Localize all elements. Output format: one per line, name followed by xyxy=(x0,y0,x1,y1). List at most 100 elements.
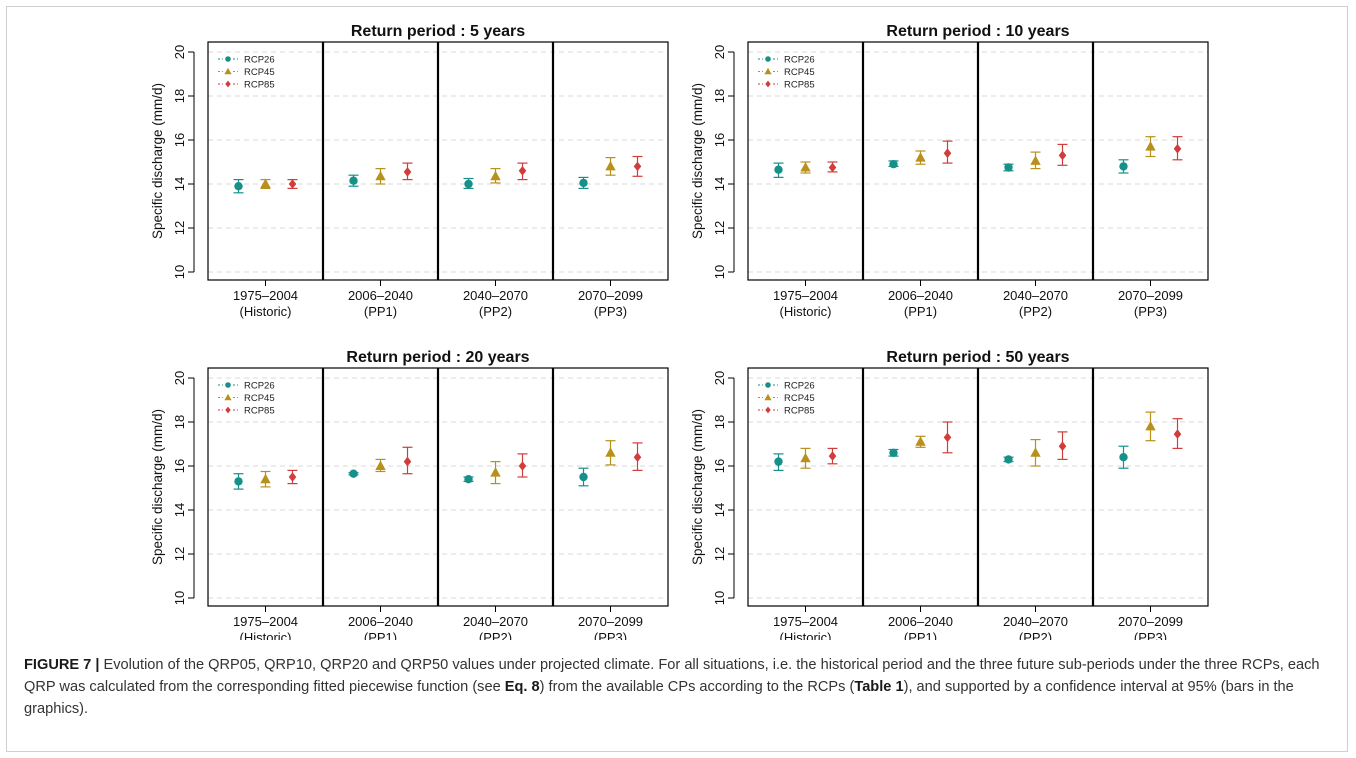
legend-label: RCP26 xyxy=(784,55,815,66)
x-tick-label-period: 2070–2099 xyxy=(1118,614,1183,629)
data-point xyxy=(1004,455,1013,464)
x-tick-label-period: 2040–2070 xyxy=(463,288,528,303)
legend-label: RCP26 xyxy=(784,381,815,392)
data-point xyxy=(579,472,588,482)
x-tick-label-period: 2040–2070 xyxy=(463,614,528,629)
x-tick-label-period: 1975–2004 xyxy=(233,288,298,303)
x-tick-label-period: 2006–2040 xyxy=(348,288,413,303)
x-tick-label-period: 2006–2040 xyxy=(348,614,413,629)
x-tick-label-name: (Historic) xyxy=(780,304,832,319)
x-tick-label-name: (Historic) xyxy=(240,304,292,319)
legend-marker xyxy=(224,67,232,75)
data-point xyxy=(1145,141,1156,151)
data-point xyxy=(464,179,473,189)
data-point xyxy=(828,451,837,461)
data-point xyxy=(464,475,473,484)
data-point xyxy=(943,432,952,443)
legend-label: RCP85 xyxy=(784,406,815,417)
legend-label: RCP45 xyxy=(244,393,275,404)
y-tick-label: 14 xyxy=(172,503,187,517)
data-point xyxy=(518,166,527,176)
y-tick-label: 20 xyxy=(712,371,727,385)
legend-marker xyxy=(765,80,771,88)
caption-label: FIGURE 7 | xyxy=(24,657,100,673)
y-tick-label: 20 xyxy=(172,371,187,385)
data-point xyxy=(800,162,811,172)
data-point xyxy=(579,178,588,188)
series-rcp45 xyxy=(260,157,616,189)
y-axis-label: Specific discharge (mm/d) xyxy=(150,83,165,239)
y-tick-label: 16 xyxy=(712,133,727,147)
y-tick-label: 12 xyxy=(172,221,187,235)
chart-title: Return period : 20 years xyxy=(346,349,529,366)
x-tick-label-name: (PP2) xyxy=(1019,630,1052,640)
x-tick-label-period: 1975–2004 xyxy=(233,614,298,629)
caption-text-2: ) from the available CPs according to th… xyxy=(539,679,855,695)
x-tick-label-period: 1975–2004 xyxy=(773,288,838,303)
legend-marker xyxy=(765,56,771,62)
caption-text-3: ), and supported by a confidence interva… xyxy=(24,679,1294,717)
y-tick-label: 18 xyxy=(172,415,187,429)
y-tick-label: 12 xyxy=(172,547,187,561)
data-point xyxy=(375,460,386,470)
chart-title: Return period : 5 years xyxy=(351,23,525,40)
y-tick-label: 14 xyxy=(172,177,187,191)
legend-label: RCP85 xyxy=(244,406,275,417)
x-tick-label-period: 2070–2099 xyxy=(578,288,643,303)
legend-label: RCP85 xyxy=(244,80,275,91)
data-point xyxy=(234,182,243,191)
x-tick-label-name: (Historic) xyxy=(780,630,832,640)
y-tick-label: 10 xyxy=(712,265,727,279)
y-tick-label: 20 xyxy=(172,45,187,59)
data-point xyxy=(633,161,642,172)
data-point xyxy=(1173,429,1182,439)
data-point xyxy=(403,456,412,467)
series-rcp85 xyxy=(827,136,1183,173)
legend-marker xyxy=(225,406,231,414)
y-tick-label: 10 xyxy=(712,591,727,605)
y-tick-label: 10 xyxy=(172,265,187,279)
series-rcp26 xyxy=(233,174,589,194)
y-tick-label: 16 xyxy=(712,459,727,473)
y-tick-label: 14 xyxy=(712,177,727,191)
series-rcp26 xyxy=(773,159,1129,178)
series-rcp85 xyxy=(287,442,643,485)
y-tick-label: 18 xyxy=(172,89,187,103)
y-axis-label: Specific discharge (mm/d) xyxy=(690,83,705,239)
y-tick-label: 12 xyxy=(712,547,727,561)
data-point xyxy=(349,469,358,478)
chart-panel-2: Return period : 10 years 10 12 14 16 18 20 Spec… xyxy=(690,23,1209,319)
x-tick-label-name: (PP2) xyxy=(479,304,512,319)
data-point xyxy=(1004,163,1013,172)
data-point xyxy=(633,452,642,462)
y-tick-label: 16 xyxy=(172,459,187,473)
x-tick-label-period: 2070–2099 xyxy=(578,614,643,629)
x-tick-label-name: (Historic) xyxy=(240,630,292,640)
data-point xyxy=(915,436,926,446)
data-point xyxy=(288,179,297,189)
series-rcp26 xyxy=(233,467,589,490)
legend-label: RCP26 xyxy=(244,381,275,392)
caption-table-ref: Table 1 xyxy=(854,679,904,695)
y-tick-label: 20 xyxy=(712,45,727,59)
data-point xyxy=(1173,144,1182,154)
data-point xyxy=(490,170,501,181)
data-point xyxy=(1058,441,1067,451)
x-tick-label-name: (PP3) xyxy=(1134,630,1167,640)
data-point xyxy=(1119,453,1128,462)
legend-label: RCP45 xyxy=(784,67,815,78)
x-tick-label-period: 2006–2040 xyxy=(888,288,953,303)
chart-panel-3: Return period : 20 years 10 12 14 16 18 20 Spec… xyxy=(150,349,669,640)
y-tick-label: 18 xyxy=(712,415,727,429)
series-rcp85 xyxy=(287,155,643,189)
data-point xyxy=(1030,155,1041,165)
x-tick-label-name: (PP1) xyxy=(364,630,397,640)
chart-panel-4: Return period : 50 years 10 12 14 16 18 20 Spec… xyxy=(690,349,1209,640)
data-point xyxy=(375,170,386,181)
data-point xyxy=(403,167,412,177)
series-rcp45 xyxy=(260,440,616,488)
